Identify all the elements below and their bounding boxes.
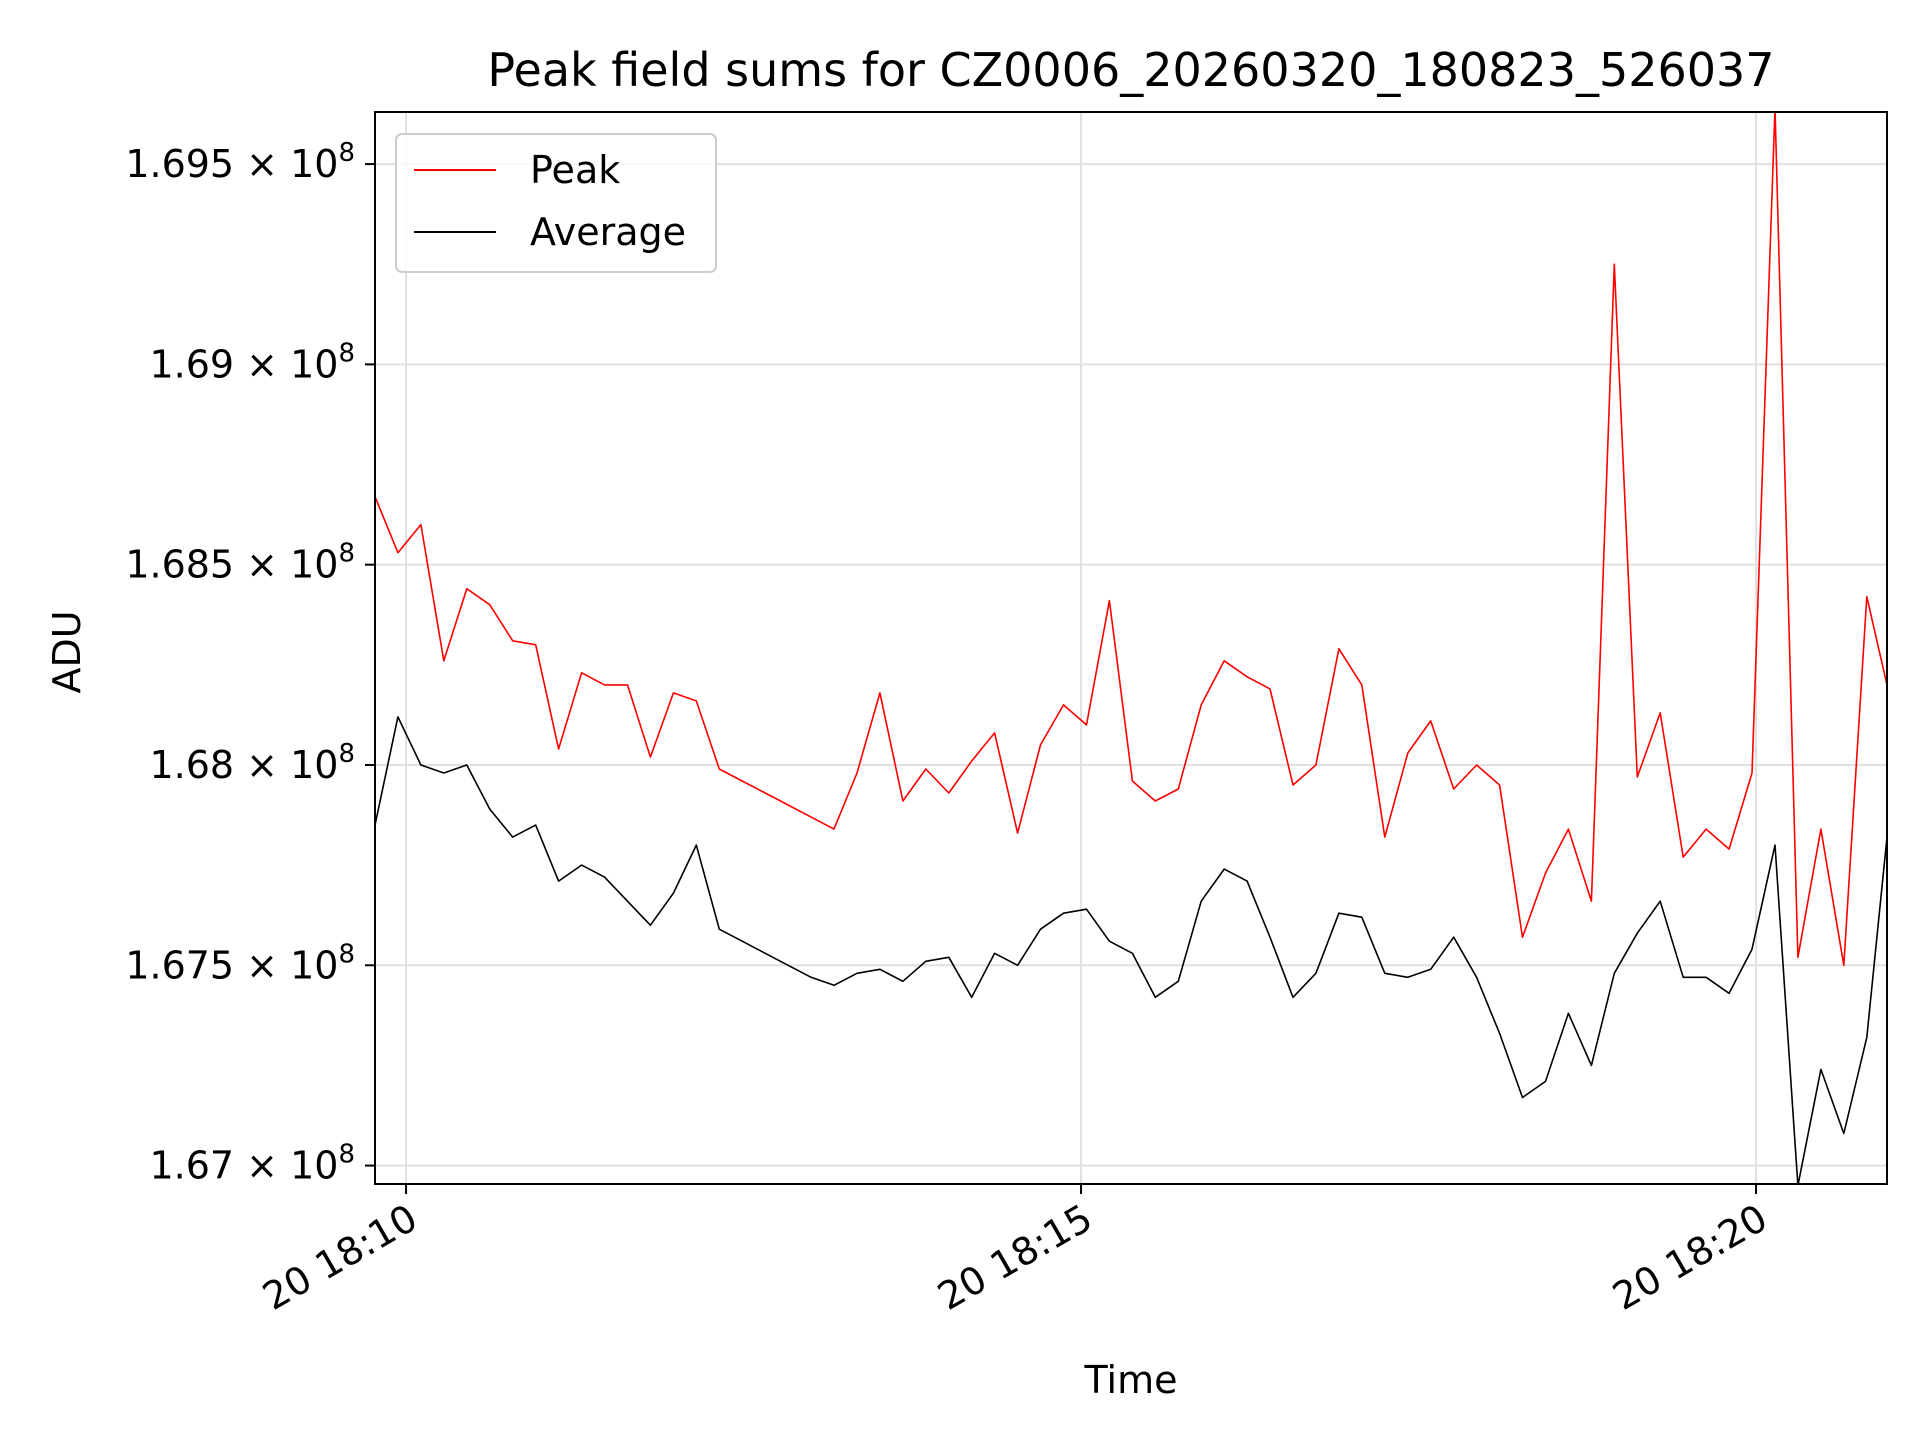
plot-frame — [374, 111, 1888, 1185]
y-tick-label: 1.67 × 108 — [149, 1140, 355, 1188]
legend-label-average: Average — [530, 210, 686, 254]
chart-title: Peak field sums for CZ0006_20260320_1808… — [487, 43, 1774, 97]
x-axis-label: Time — [1084, 1358, 1178, 1402]
series-line-peak — [375, 112, 1887, 967]
legend: Peak Average — [395, 133, 717, 273]
legend-box — [395, 133, 717, 273]
y-tick-label: 1.69 × 108 — [149, 338, 355, 386]
y-tick-label: 1.685 × 108 — [125, 539, 355, 587]
legend-label-peak: Peak — [530, 148, 620, 192]
y-axis-label: ADU — [45, 610, 89, 693]
y-axis: 1.67 × 108 1.675 × 108 1.68 × 108 1.685 × 1… — [125, 138, 375, 1188]
series-line-average — [375, 716, 1887, 1184]
y-tick-label: 1.68 × 108 — [149, 739, 355, 787]
y-tick-label: 1.675 × 108 — [125, 939, 355, 987]
plot-lines — [375, 112, 1887, 1184]
y-tick-label: 1.695 × 108 — [125, 138, 355, 186]
